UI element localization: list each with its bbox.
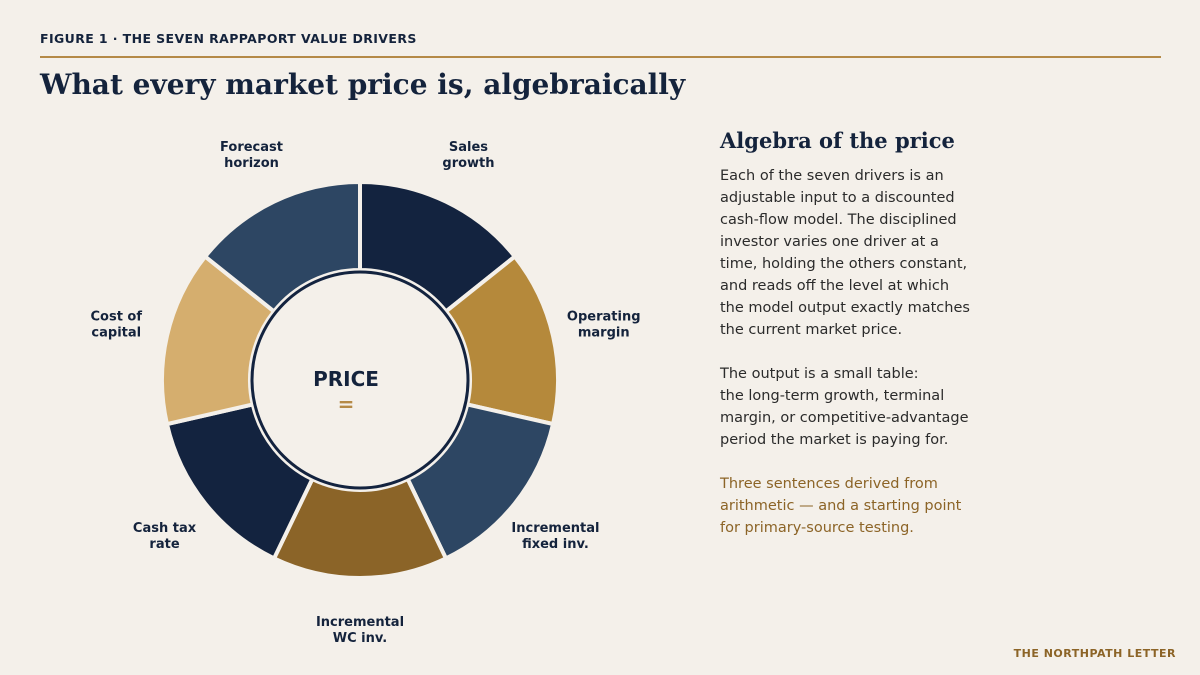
segment-label: Incremental fixed inv. xyxy=(511,521,599,552)
segment-label-line: fixed inv. xyxy=(522,537,589,552)
segment-label: Forecast horizon xyxy=(220,140,283,171)
wheel-segments xyxy=(160,179,560,580)
segment-label: Sales growth xyxy=(442,140,494,171)
segment-label-line: Cash tax xyxy=(133,521,197,536)
side-panel-title: Algebra of the price xyxy=(720,128,955,153)
segment-label-line: Operating xyxy=(567,309,641,324)
segment-label-line: growth xyxy=(442,156,494,171)
side-panel: Algebra of the price Each of the seven d… xyxy=(720,128,1010,561)
side-paragraph-2: The output is a small table: the long-te… xyxy=(720,366,969,448)
segment-label-line: margin xyxy=(578,325,630,340)
segment-label-line: Sales xyxy=(449,140,488,155)
segment-label-line: Forecast xyxy=(220,140,283,155)
brand-footer: THE NORTHPATH LETTER xyxy=(1013,647,1176,660)
center-symbol: = xyxy=(338,392,355,416)
header-rule xyxy=(40,56,1161,58)
segment-label-line: horizon xyxy=(224,156,279,171)
segment-label-line: Incremental xyxy=(511,521,599,536)
wheel-segment xyxy=(202,179,362,315)
segment-label-line: Cost of xyxy=(90,309,142,324)
segment-label-line: WC inv. xyxy=(333,631,387,646)
segment-label-line: capital xyxy=(91,325,141,340)
figure-label: FIGURE 1 · THE SEVEN RAPPAPORT VALUE DRI… xyxy=(40,31,417,46)
center-ring xyxy=(250,270,470,490)
side-paragraph-1: Each of the seven drivers is an adjustab… xyxy=(720,168,970,338)
segment-label: Cost of capital xyxy=(90,309,142,340)
segment-label: Incremental WC inv. xyxy=(316,615,404,646)
center-title: PRICE xyxy=(313,367,379,391)
segment-label: Cash tax rate xyxy=(133,521,197,552)
segment-label: Operating margin xyxy=(567,309,641,340)
segment-label-line: rate xyxy=(149,537,179,552)
page-title: What every market price is, algebraicall… xyxy=(40,68,686,101)
segment-label-line: Incremental xyxy=(316,615,404,630)
side-paragraph-3: Three sentences derived from arithmetic … xyxy=(720,476,962,536)
